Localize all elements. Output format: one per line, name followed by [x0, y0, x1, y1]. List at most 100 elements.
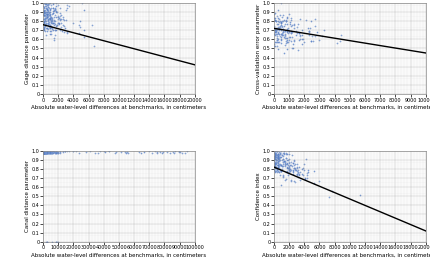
Point [274, 27, 281, 31]
Point [283, 18, 289, 22]
Point [356, 192, 363, 197]
Point [40, 150, 47, 154]
Point [276, 151, 283, 155]
Point [271, 11, 278, 16]
Point [273, 26, 280, 31]
Point [43, 149, 49, 153]
Point [43, 151, 50, 156]
Point [40, 1, 47, 5]
Point [41, 151, 48, 155]
Point [296, 36, 303, 41]
Point [286, 168, 292, 172]
Point [279, 157, 286, 161]
Point [46, 10, 52, 14]
Point [272, 148, 279, 153]
Point [43, 150, 50, 154]
Point [41, 149, 48, 153]
Point [49, 150, 56, 155]
Point [272, 157, 279, 161]
Point [289, 46, 296, 51]
Point [41, 22, 48, 26]
Point [80, 8, 87, 13]
Point [273, 13, 280, 18]
Point [292, 28, 299, 33]
Point [286, 167, 293, 172]
Point [40, 149, 46, 153]
Point [52, 4, 59, 8]
Point [276, 162, 283, 166]
Point [41, 18, 48, 22]
Point [273, 167, 280, 171]
Point [42, 2, 49, 7]
Point [48, 151, 55, 155]
Point [45, 151, 52, 155]
Point [275, 31, 282, 36]
Point [51, 150, 58, 154]
Point [283, 39, 290, 44]
Point [61, 149, 68, 153]
Point [272, 149, 279, 153]
Point [293, 31, 300, 36]
Point [42, 149, 49, 153]
Point [48, 148, 55, 153]
Point [273, 39, 280, 44]
Point [45, 150, 52, 154]
Point [278, 32, 285, 36]
Point [49, 26, 55, 31]
Point [40, 150, 46, 154]
Point [118, 150, 125, 155]
Point [280, 51, 287, 55]
Point [47, 26, 54, 31]
Point [45, 150, 52, 154]
Point [273, 166, 280, 170]
Y-axis label: Cross-validation error parameter: Cross-validation error parameter [255, 3, 261, 93]
Point [40, 150, 47, 155]
Point [282, 160, 289, 164]
Point [284, 22, 291, 26]
Point [40, 151, 47, 155]
Point [47, 15, 54, 19]
Point [41, 149, 48, 153]
Point [46, 149, 52, 153]
Point [290, 170, 297, 175]
Point [312, 34, 319, 39]
Point [283, 15, 290, 19]
Point [48, 151, 55, 155]
Point [163, 150, 170, 155]
Point [42, 16, 49, 21]
Point [41, 14, 48, 18]
Point [43, 6, 50, 10]
Point [295, 170, 302, 175]
Point [44, 14, 51, 19]
Point [41, 150, 48, 155]
Y-axis label: Canal distance parameter: Canal distance parameter [25, 160, 30, 232]
Point [76, 23, 83, 28]
Point [45, 150, 52, 154]
Point [182, 150, 189, 155]
Point [288, 160, 295, 165]
Point [41, 21, 48, 25]
Point [45, 19, 52, 23]
Point [46, 13, 53, 17]
Point [276, 25, 283, 30]
Point [45, 150, 52, 154]
Point [283, 158, 290, 163]
Point [41, 9, 48, 14]
Point [275, 19, 282, 24]
Point [42, 18, 49, 23]
Point [40, 151, 47, 155]
Point [271, 154, 278, 158]
Point [43, 15, 50, 19]
Point [42, 4, 49, 9]
Point [40, 13, 46, 17]
Point [55, 21, 62, 25]
Point [135, 149, 142, 154]
Point [274, 168, 281, 172]
Point [282, 161, 289, 166]
Point [50, 23, 57, 28]
Point [40, 27, 46, 31]
Point [278, 21, 285, 26]
Point [299, 173, 306, 177]
Point [44, 18, 51, 23]
Point [43, 1, 50, 5]
